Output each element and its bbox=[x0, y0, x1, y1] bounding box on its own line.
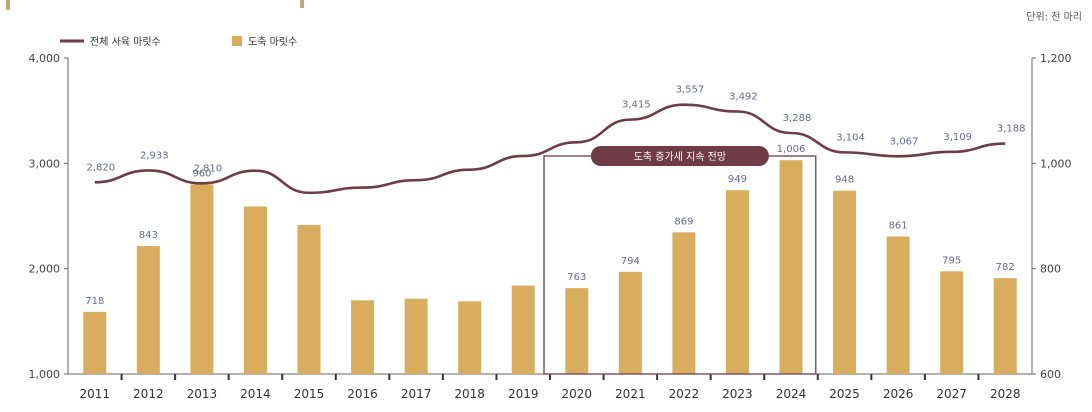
x-tick-label: 2023 bbox=[722, 387, 753, 401]
bar bbox=[565, 288, 589, 374]
bar bbox=[404, 298, 428, 374]
annotation-text: 도축 증가세 지속 전망 bbox=[634, 151, 726, 163]
bar-data-label: 948 bbox=[835, 175, 854, 186]
bar bbox=[351, 300, 375, 374]
bar bbox=[83, 311, 107, 374]
x-tick-label: 2020 bbox=[562, 387, 593, 401]
x-tick-label: 2015 bbox=[294, 387, 325, 401]
bar-data-label: 843 bbox=[139, 230, 158, 241]
bar-data-label: 1,006 bbox=[777, 144, 806, 155]
axes: 1,000 2,000 3,000 4,000 600 800 1,000 1,200 2011… bbox=[29, 52, 1072, 401]
y-left-tick-label: 2,000 bbox=[29, 263, 61, 276]
x-tick-label: 2013 bbox=[187, 387, 218, 401]
bar bbox=[672, 232, 696, 374]
x-tick-label: 2012 bbox=[133, 387, 164, 401]
y-right-tick-label: 1,200 bbox=[1040, 52, 1072, 65]
line-data-label: 3,109 bbox=[943, 132, 972, 143]
y-right-tick-label: 800 bbox=[1040, 263, 1061, 276]
bar-data-label: 794 bbox=[621, 256, 640, 267]
bar bbox=[993, 278, 1017, 374]
x-tick-label: 2014 bbox=[240, 387, 271, 401]
line-data-label: 3,188 bbox=[997, 124, 1026, 135]
x-tick-label: 2022 bbox=[669, 387, 700, 401]
line-series bbox=[94, 103, 1006, 195]
line-data-label: 2,820 bbox=[86, 162, 115, 173]
line-data-label: 3,288 bbox=[783, 113, 812, 124]
line-data-label: 3,104 bbox=[836, 132, 865, 143]
x-tick-label: 2027 bbox=[936, 387, 967, 401]
x-tick-label: 2011 bbox=[80, 387, 111, 401]
line-data-label: 2,933 bbox=[140, 150, 169, 161]
bar bbox=[511, 285, 535, 374]
series-line bbox=[94, 103, 1006, 195]
unit-label: 단위: 천 마리 bbox=[1026, 10, 1082, 23]
legend-bar-swatch bbox=[232, 36, 242, 46]
bar-data-label: 949 bbox=[728, 174, 747, 185]
bars bbox=[83, 160, 1017, 374]
line-data-label: 3,067 bbox=[890, 136, 919, 147]
bar-data-label: 861 bbox=[889, 221, 908, 232]
annotation: 도축 증가세 지속 전망 bbox=[543, 146, 817, 375]
bar-data-label: 869 bbox=[674, 216, 693, 227]
bar bbox=[297, 224, 321, 374]
x-tick-label: 2025 bbox=[829, 387, 860, 401]
bar bbox=[886, 236, 910, 374]
header-bar bbox=[6, 0, 10, 10]
bar-data-label: 782 bbox=[996, 262, 1015, 273]
bar bbox=[779, 160, 803, 374]
y-left-tick-label: 1,000 bbox=[29, 368, 61, 381]
y-right-tick-label: 1,000 bbox=[1040, 157, 1072, 170]
bar-data-label: 960 bbox=[192, 168, 211, 179]
bar bbox=[136, 246, 160, 374]
bar bbox=[833, 190, 857, 374]
annotation-pill bbox=[590, 146, 769, 166]
line-data-label: 3,557 bbox=[676, 85, 705, 96]
header-bar-end bbox=[300, 0, 304, 8]
x-tick-label: 2026 bbox=[883, 387, 914, 401]
legend-line-label: 전체 사육 마릿수 bbox=[90, 36, 161, 48]
x-tick-label: 2017 bbox=[401, 387, 432, 401]
bar bbox=[940, 271, 964, 374]
bar bbox=[458, 301, 482, 374]
line-data-label: 2,810 bbox=[194, 163, 223, 174]
y-right-tick-label: 600 bbox=[1040, 368, 1061, 381]
line-data-label: 3,415 bbox=[622, 100, 651, 111]
bar bbox=[190, 184, 214, 374]
bar-data-label: 718 bbox=[85, 296, 104, 307]
y-left-tick-label: 3,000 bbox=[29, 157, 61, 170]
x-tick-label: 2024 bbox=[776, 387, 807, 401]
bar bbox=[243, 206, 267, 374]
x-tick-label: 2021 bbox=[615, 387, 646, 401]
legend-bar-label: 도축 마릿수 bbox=[248, 36, 297, 48]
x-tick-label: 2018 bbox=[454, 387, 485, 401]
y-left-tick-label: 4,000 bbox=[29, 52, 61, 65]
x-tick-label: 2028 bbox=[990, 387, 1021, 401]
data-labels: 718 843 960 763 794 869 949 1,006 948 861 795 782 2,… bbox=[85, 85, 1025, 307]
bar-data-label: 763 bbox=[567, 272, 586, 283]
bar bbox=[725, 190, 749, 374]
line-data-label: 3,492 bbox=[729, 92, 758, 103]
bar bbox=[618, 271, 642, 374]
x-tick-label: 2016 bbox=[347, 387, 378, 401]
bar-data-label: 795 bbox=[942, 255, 961, 266]
legend: 전체 사육 마릿수 도축 마릿수 bbox=[60, 36, 297, 48]
x-tick-label: 2019 bbox=[508, 387, 539, 401]
